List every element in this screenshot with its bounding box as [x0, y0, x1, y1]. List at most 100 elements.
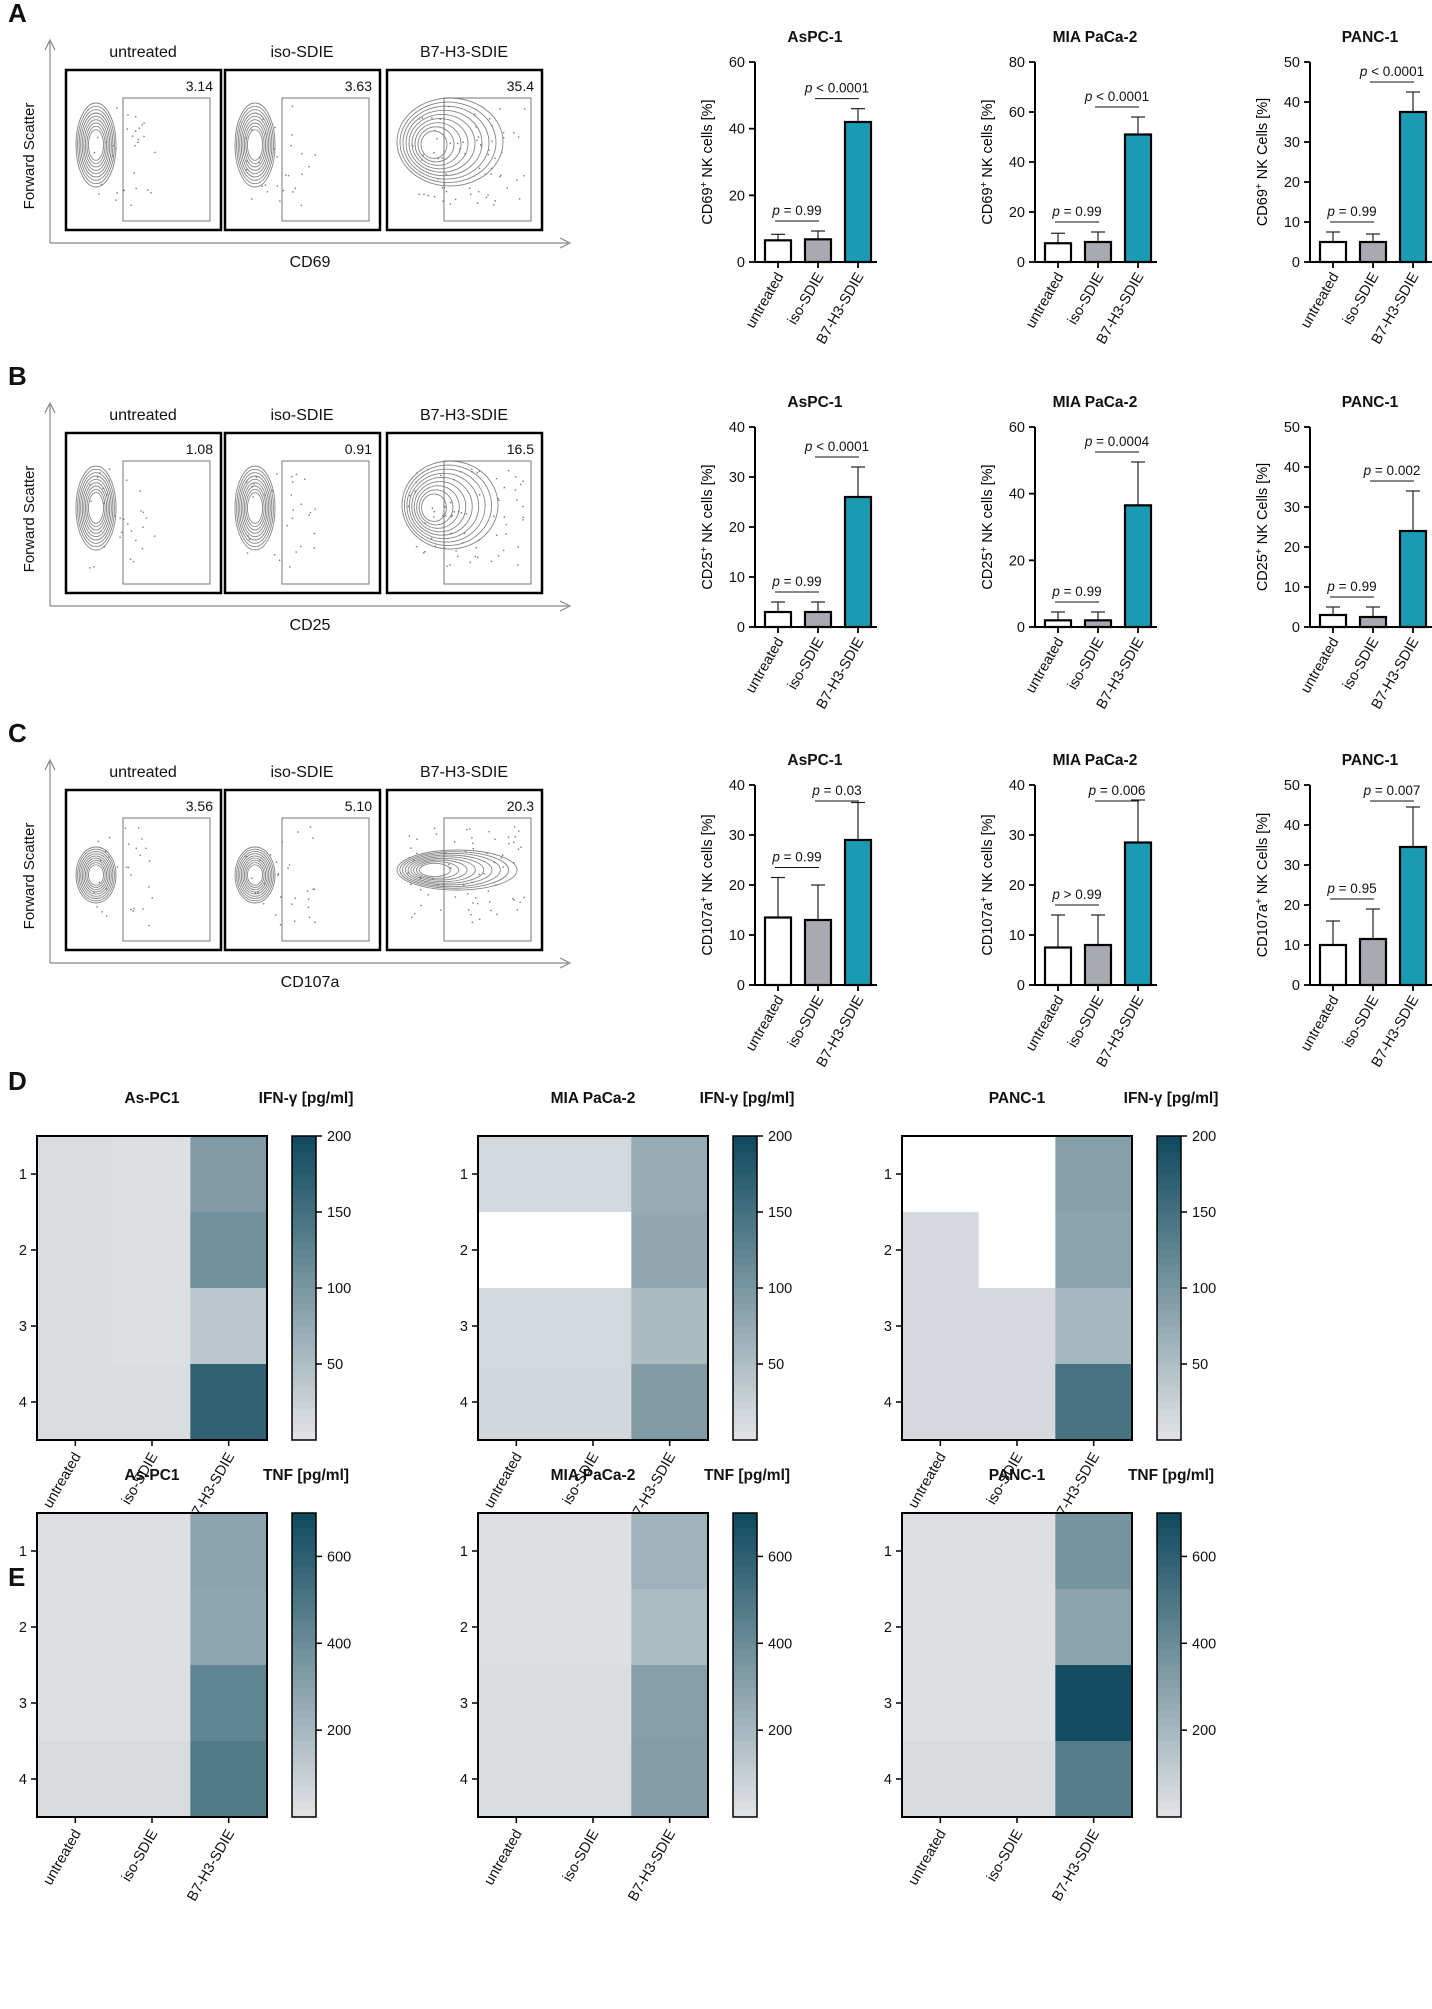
- colorbar-segment: [292, 1136, 316, 1145]
- flow-panel-C: C Forward Scatter CD107a untreated 3.56 iso-S…: [8, 718, 572, 991]
- p-value-text: < 0.0001: [812, 439, 869, 454]
- flow-event-dot: [266, 191, 269, 193]
- colorbar-segment: [733, 1535, 757, 1544]
- colorbar-segment: [292, 1665, 316, 1674]
- flow-event-dot: [485, 196, 488, 199]
- heatmap-cell: [37, 1665, 115, 1742]
- colorbar-segment: [292, 1242, 316, 1251]
- p-value-label: p = 0.99: [1051, 204, 1101, 219]
- flow-event-dot: [409, 494, 411, 497]
- colorbar-segment: [292, 1219, 316, 1228]
- flow-event-dot: [424, 522, 426, 524]
- colorbar-segment: [1157, 1779, 1181, 1788]
- flow-event-dot: [258, 161, 260, 164]
- heatmap-cell: [902, 1665, 980, 1742]
- y-tick-label: 40: [1009, 778, 1025, 794]
- flow-event-dot: [471, 468, 473, 470]
- flow-event-dot: [143, 122, 145, 124]
- colorbar-segment: [292, 1394, 316, 1403]
- heatmap-title: PANC-1: [989, 1090, 1046, 1107]
- flow-event-dot: [312, 888, 314, 890]
- flow-contour-ring: [420, 130, 448, 159]
- colorbar-segment: [292, 1596, 316, 1605]
- flow-contour-ring: [87, 864, 105, 886]
- flow-event-dot: [495, 477, 498, 480]
- flow-contour-ring: [396, 849, 518, 891]
- y-label-unit: NK cells [%]: [700, 464, 716, 546]
- flow-event-dot: [449, 564, 451, 566]
- bar-b7-h3-sdie: [843, 120, 873, 264]
- p-symbol: p: [1326, 881, 1335, 896]
- flow-event-dot: [469, 187, 471, 190]
- flow-event-dot: [449, 203, 452, 205]
- flow-event-dot: [513, 826, 516, 828]
- heatmap-col-label: untreated: [40, 1450, 84, 1511]
- flow-event-dot: [453, 478, 455, 481]
- flow-event-dot: [419, 877, 421, 879]
- flow-event-dot: [469, 561, 472, 564]
- heatmap-cell: [113, 1212, 191, 1289]
- p-value-text: = 0.0004: [1092, 434, 1149, 449]
- flow-event-dot: [490, 560, 493, 563]
- flow-event-dot: [116, 192, 118, 194]
- y-label-marker: CD69: [1255, 189, 1271, 226]
- flow-event-dot: [444, 852, 447, 854]
- flow-event-dot: [277, 873, 280, 875]
- flow-event-dot: [408, 857, 410, 859]
- colorbar-segment: [1157, 1794, 1181, 1803]
- heatmap-cell: [190, 1665, 268, 1742]
- y-tick-label: 60: [729, 55, 745, 71]
- flow-event-dot: [287, 867, 289, 869]
- colorbar-tick-label: 100: [327, 1281, 351, 1297]
- flow-event-dot: [292, 191, 294, 193]
- heatmap-cell: [113, 1364, 191, 1441]
- colorbar-segment: [292, 1695, 316, 1704]
- panel-label: E: [8, 1562, 25, 1592]
- x-tick-label: untreated: [1298, 993, 1342, 1054]
- colorbar-segment: [733, 1424, 757, 1433]
- y-label-marker: CD25: [700, 552, 716, 589]
- colorbar-tick-label: 200: [1192, 1129, 1216, 1145]
- y-axis-label: CD69+ NK cells [%]: [699, 99, 717, 224]
- flow-event-dot: [522, 519, 524, 521]
- colorbar-segment: [1157, 1280, 1181, 1289]
- flow-event-dot: [474, 113, 476, 115]
- y-tick-label: 20: [1284, 540, 1300, 556]
- flow-contour-population: [75, 827, 153, 927]
- bar-untreated: [763, 610, 793, 629]
- colorbar-segment: [733, 1809, 757, 1818]
- heatmap-cell: [1055, 1364, 1133, 1441]
- flow-event-dot: [517, 848, 520, 850]
- flow-event-dot: [522, 480, 524, 482]
- flow-event-dot: [109, 836, 111, 839]
- flow-event-dot: [264, 883, 266, 885]
- bar-b7-h3-sdie: [1123, 133, 1153, 264]
- bar-iso-sdie: [1083, 240, 1113, 264]
- flow-contour-ring: [78, 850, 114, 900]
- flow-event-dot: [503, 486, 505, 489]
- colorbar-segment: [292, 1326, 316, 1335]
- colorbar-tick-label: 150: [327, 1205, 351, 1221]
- flow-event-dot: [251, 198, 253, 200]
- p-value-label: p = 0.99: [771, 574, 821, 589]
- colorbar-segment: [733, 1371, 757, 1380]
- flow-event-dot: [457, 510, 460, 513]
- bar-chart: AsPC-1 0 10 20 30 40 CD25+ NK cells [%] untreat…: [699, 394, 877, 712]
- flow-event-dot: [100, 183, 103, 186]
- colorbar-segment: [292, 1189, 316, 1198]
- y-tick-label: 20: [1284, 175, 1300, 191]
- flow-event-dot: [93, 152, 96, 154]
- flow-contour-ring: [418, 862, 451, 878]
- flow-event-dot: [431, 507, 434, 509]
- flow-condition-title: B7-H3-SDIE: [420, 764, 508, 781]
- flow-event-dot: [488, 901, 491, 903]
- colorbar-segment: [292, 1379, 316, 1388]
- colorbar-segment: [292, 1265, 316, 1274]
- flow-event-dot: [503, 516, 506, 518]
- y-label-marker: CD69: [700, 187, 716, 224]
- flow-contour-ring: [234, 465, 276, 551]
- colorbar-segment: [733, 1627, 757, 1636]
- flow-event-dot: [442, 200, 444, 202]
- y-tick-label: 60: [1009, 105, 1025, 121]
